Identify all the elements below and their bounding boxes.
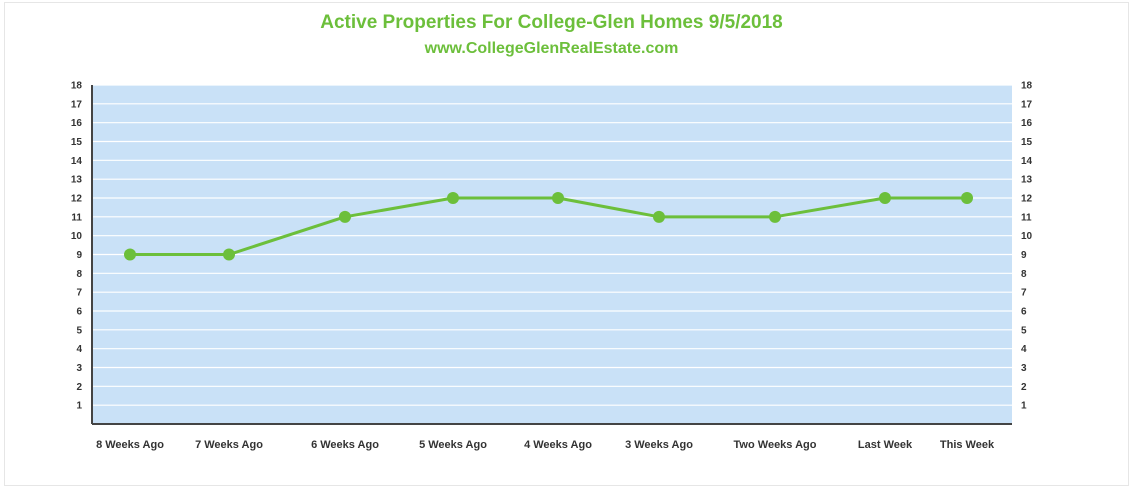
x-tick-label: 8 Weeks Ago: [96, 439, 164, 451]
data-point: [552, 192, 564, 204]
y-tick-label-right: 13: [1021, 175, 1033, 186]
y-tick-label-left: 12: [71, 194, 83, 205]
y-tick-label-left: 6: [76, 307, 82, 318]
y-tick-label-left: 2: [76, 382, 82, 393]
y-tick-label-left: 8: [76, 269, 82, 280]
x-tick-label: 7 Weeks Ago: [195, 439, 263, 451]
y-tick-label-left: 13: [71, 175, 83, 186]
data-point: [769, 210, 781, 223]
y-tick-label-left: 17: [71, 99, 83, 110]
x-axis-ticks: 8 Weeks Ago 7 Weeks Ago 6 Weeks Ago 5 Weeks…: [96, 439, 995, 451]
x-tick-label: This Week: [940, 439, 995, 451]
x-tick-label: 5 Weeks Ago: [419, 439, 487, 451]
y-tick-label-right: 9: [1021, 250, 1027, 261]
y-tick-label-left: 14: [71, 156, 83, 167]
x-tick-label: Two Weeks Ago: [734, 439, 817, 451]
x-tick-label: 4 Weeks Ago: [524, 439, 592, 451]
y-tick-label-right: 16: [1021, 118, 1033, 129]
y-tick-label-right: 6: [1021, 307, 1027, 318]
data-point: [223, 248, 235, 261]
y-tick-label-left: 9: [76, 250, 82, 261]
y-tick-label-right: 10: [1021, 231, 1033, 242]
data-point: [879, 192, 891, 204]
y-tick-label-left: 4: [76, 344, 82, 355]
y-tick-label-right: 4: [1021, 344, 1027, 355]
y-tick-label-left: 3: [76, 363, 82, 374]
axes: [91, 85, 1012, 425]
x-tick-label: Last Week: [858, 439, 913, 451]
y-tick-label-left: 16: [71, 118, 83, 129]
y-tick-label-left: 10: [71, 231, 83, 242]
gridlines: [92, 84, 1012, 406]
y-tick-label-right: 15: [1021, 137, 1033, 148]
data-point: [653, 210, 665, 223]
y-tick-label-left: 11: [71, 212, 82, 223]
y-tick-label-right: 14: [1021, 156, 1033, 167]
y-tick-label-right: 7: [1021, 288, 1027, 299]
y-tick-label-left: 7: [76, 288, 82, 299]
y-tick-label-right: 2: [1021, 382, 1027, 393]
y-tick-label-right: 18: [1021, 81, 1033, 92]
data-point: [339, 210, 351, 223]
chart-title: Active Properties For College-Glen Homes…: [320, 12, 783, 33]
y-tick-label-right: 12: [1021, 194, 1033, 205]
y-tick-label-right: 11: [1021, 212, 1032, 223]
x-tick-label: 3 Weeks Ago: [625, 439, 693, 451]
y-tick-label-right: 5: [1021, 325, 1027, 336]
y-tick-label-right: 17: [1021, 99, 1033, 110]
chart-subtitle: www.CollegeGlenRealEstate.com: [424, 40, 679, 57]
y-tick-label-left: 1: [76, 401, 82, 412]
y-tick-label-left: 18: [71, 81, 83, 92]
x-tick-label: 6 Weeks Ago: [311, 439, 379, 451]
data-point: [124, 248, 136, 261]
y-tick-label-left: 15: [71, 137, 83, 148]
y-tick-label-left: 5: [76, 325, 82, 336]
y-tick-label-right: 3: [1021, 363, 1027, 374]
y-tick-label-right: 1: [1021, 401, 1027, 412]
y-tick-label-right: 8: [1021, 269, 1027, 280]
data-point: [961, 192, 973, 204]
series-group: [124, 192, 973, 261]
data-point: [447, 192, 459, 204]
